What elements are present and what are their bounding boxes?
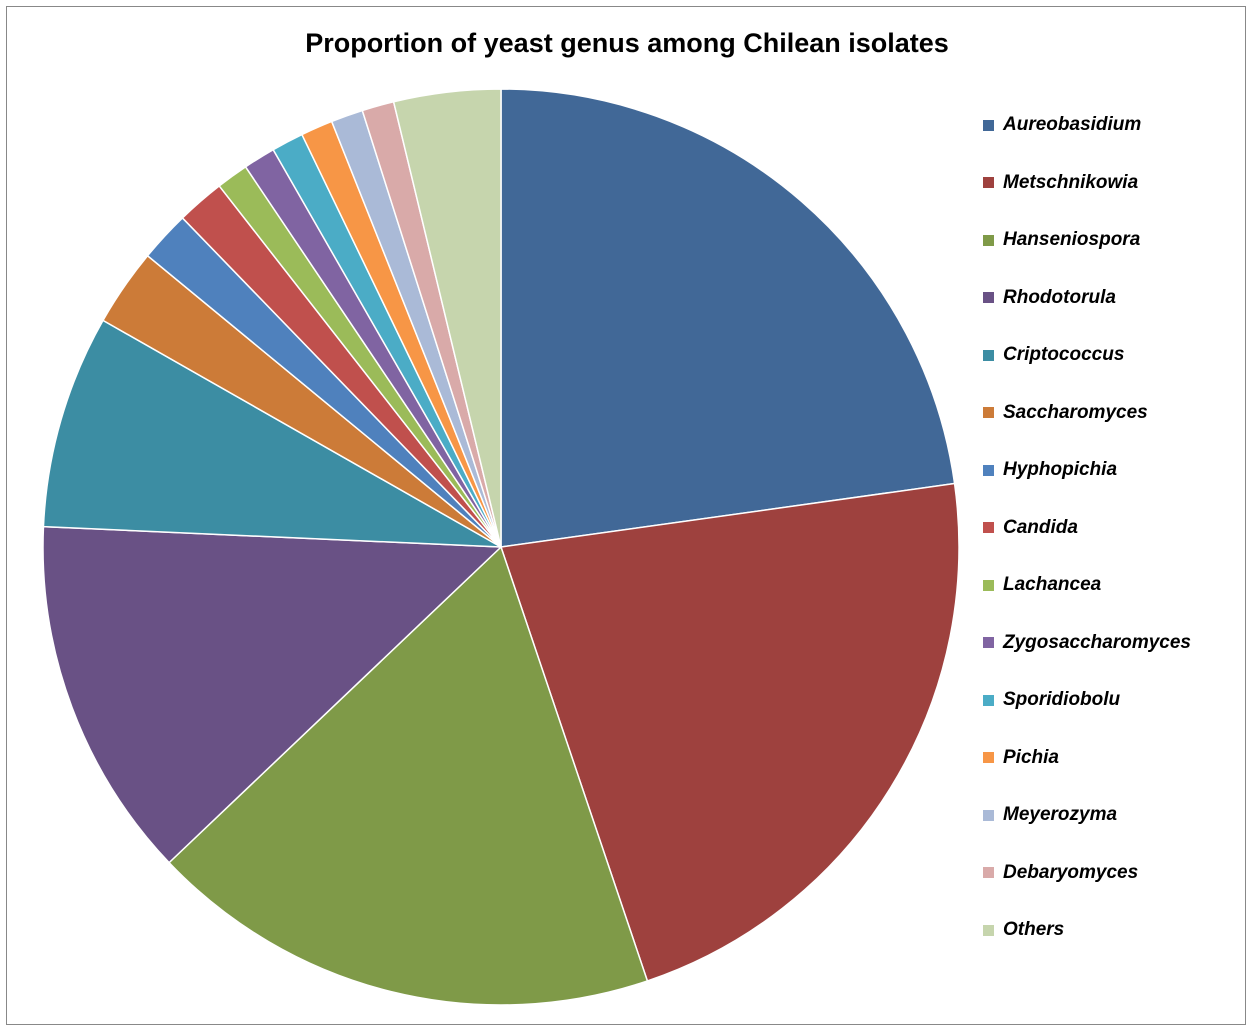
legend-item-sporidiobolu: Sporidiobolu [983,688,1120,712]
pie-slice-others [392,88,502,548]
legend-item-others: Others [983,918,1064,942]
legend-swatch [983,637,994,648]
legend-item-criptococcus: Criptococcus [983,343,1124,367]
legend-item-saccharomyces: Saccharomyces [983,401,1148,425]
legend-swatch [983,349,994,361]
legend-label: Debaryomyces [1003,861,1139,883]
legend-swatch [983,924,994,936]
legend-item-meyerozyma: Meyerozyma [983,803,1117,827]
legend-swatch [983,119,994,131]
legend-swatch [983,579,994,591]
legend-swatch [983,234,994,246]
legend-label: Hanseniospora [1003,229,1141,250]
legend-label: Others [1003,919,1065,940]
legend-label: Candida [1003,516,1078,538]
legend-swatch [983,752,994,763]
pie-slice-criptococcus [42,319,502,548]
legend-item-rhodotorula: Rhodotorula [983,286,1116,310]
legend-label: Metschnikowia [1003,171,1139,193]
legend-label: Zygosaccharomyces [1003,631,1191,653]
legend-item-pichia: Pichia [983,746,1059,770]
legend-swatch [983,694,994,706]
legend-swatch [983,809,994,821]
legend-item-zygosaccharomyces: Zygosaccharomyces [983,631,1191,655]
legend-label: Criptococcus [1003,344,1125,365]
legend-swatch [983,867,994,878]
legend-label: Meyerozyma [1003,804,1118,825]
legend-swatch [983,464,994,476]
legend-label: Aureobasidium [1003,114,1142,135]
legend-label: Hyphopichia [1003,459,1118,480]
legend-label: Lachancea [1003,574,1102,595]
legend-item-hanseniospora: Hanseniospora [983,228,1140,252]
chart-title: Proportion of yeast genus among Chilean … [305,28,949,58]
legend-item-metschnikowia: Metschnikowia [983,171,1138,195]
pie-slice-aureobasidium [500,88,956,548]
legend-swatch [983,177,994,188]
legend-item-candida: Candida [983,516,1078,540]
legend-label: Sporidiobolu [1003,689,1121,710]
legend-item-hyphopichia: Hyphopichia [983,458,1117,482]
pie-slice-metschnikowia [500,482,960,982]
legend-swatch [983,407,994,418]
legend-swatch [983,292,994,303]
legend-label: Saccharomyces [1003,401,1148,423]
pie-slice-hanseniospora [168,545,649,1006]
legend-label: Rhodotorula [1003,286,1116,308]
pie-slice-rhodotorula [42,525,503,864]
legend-item-debaryomyces: Debaryomyces [983,861,1138,885]
legend-label: Pichia [1003,746,1059,768]
legend-swatch [983,522,994,533]
legend-item-lachancea: Lachancea [983,573,1101,597]
legend-item-aureobasidium: Aureobasidium [983,113,1141,137]
